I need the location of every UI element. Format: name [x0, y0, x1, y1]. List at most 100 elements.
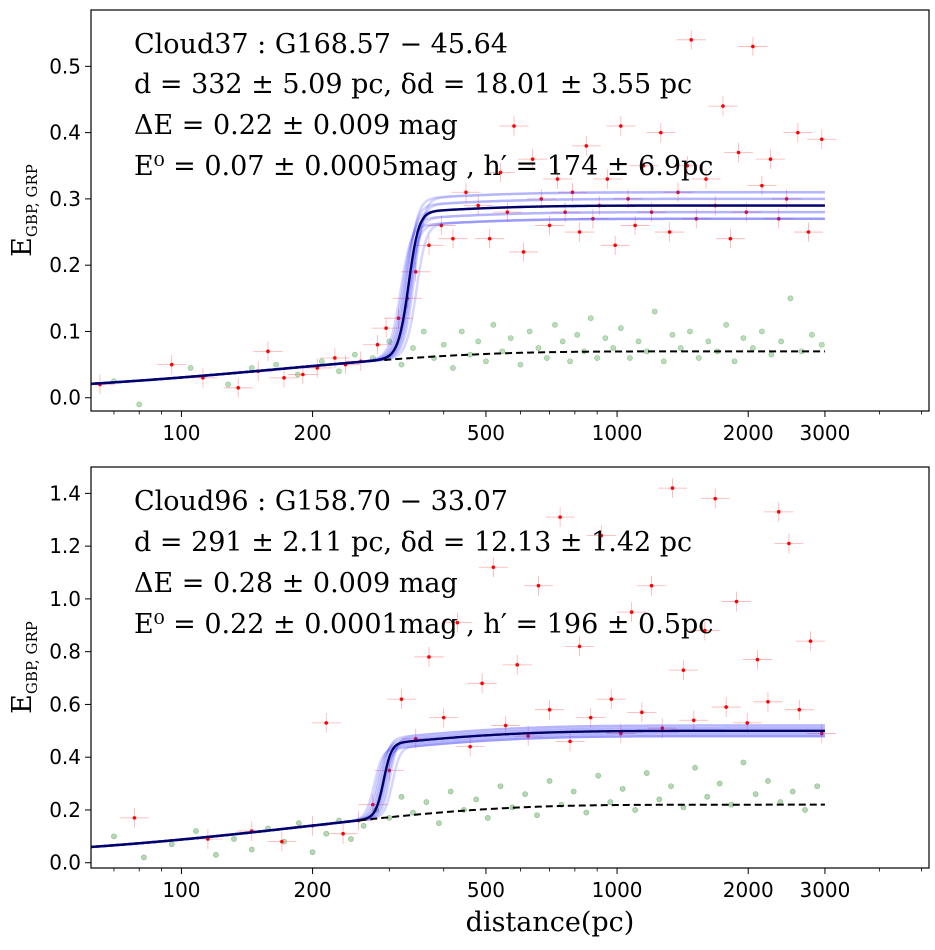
mcmc-model-curve	[91, 734, 825, 849]
y-tick-label: 0.1	[49, 319, 81, 343]
fit-annotation-line: d = 332 ± 5.09 pc, δd = 18.01 ± 3.55 pc	[134, 69, 692, 100]
x-tick-label: 1000	[592, 421, 643, 445]
foreground-star-point	[315, 366, 320, 370]
mcmc-model-curve	[91, 732, 825, 849]
x-tick-label: 3000	[799, 421, 850, 445]
background-star-point	[768, 351, 775, 358]
foreground-star-point	[387, 768, 392, 773]
foreground-star-point	[776, 216, 781, 221]
best-fit-model-curve	[91, 729, 825, 849]
foreground-star-point	[547, 707, 552, 712]
foreground-star-point	[441, 715, 446, 720]
foreground-star-point	[439, 223, 444, 228]
background-star-point	[187, 365, 194, 371]
foreground-star-point	[451, 236, 455, 241]
x-tick-label: 2000	[723, 878, 774, 902]
fit-annotation-line: E⁰ = 0.07 ± 0.0005mag , h′ = 174 ± 6.9pc	[134, 151, 713, 182]
foreground-star-point	[689, 38, 694, 42]
foreground-star-point	[324, 721, 329, 725]
background-model-curve	[384, 350, 825, 361]
foreground-star-point	[503, 723, 508, 728]
plot-area	[91, 30, 837, 408]
x-tick-label: 500	[467, 878, 505, 902]
x-tick-label: 500	[467, 421, 505, 445]
y-tick-label: 1.4	[49, 481, 81, 505]
foreground-star-point	[721, 104, 725, 108]
background-star-point	[731, 358, 738, 365]
x-tick-label: 200	[293, 878, 331, 902]
foreground-star-point	[676, 190, 680, 195]
foreground-star-point	[808, 639, 813, 643]
mcmc-model-curve	[91, 726, 825, 849]
foreground-star-point	[660, 726, 665, 730]
foreground-star-point	[468, 744, 472, 749]
background-star-point	[617, 325, 624, 332]
background-star-point	[808, 331, 815, 338]
background-star-point	[522, 791, 529, 798]
foreground-star-point	[599, 533, 604, 538]
foreground-star-point	[649, 583, 654, 588]
foreground-star-point	[760, 183, 764, 188]
background-star-point	[635, 338, 642, 345]
background-star-point	[497, 783, 504, 790]
background-star-point	[595, 772, 602, 779]
background-star-point	[318, 358, 325, 365]
x-tick-label: 2000	[723, 421, 774, 445]
background-star-point	[778, 338, 785, 345]
foreground-star-point	[806, 230, 811, 234]
y-tick-label: 0.6	[49, 692, 81, 716]
background-star-point	[802, 807, 808, 813]
foreground-star-point	[736, 150, 741, 155]
mcmc-model-curve	[91, 191, 825, 386]
background-star-point	[225, 381, 232, 388]
background-star-point	[447, 788, 454, 795]
foreground-star-point	[691, 718, 696, 723]
x-tick-label: 200	[293, 421, 331, 445]
cloud96-panel: 0.0 0.2 0.4 0.6 0.8 1.0 1.2 1.4 100 200 500 1000 200…	[7, 466, 930, 938]
foreground-star-point	[476, 203, 481, 208]
mcmc-model-curve	[91, 191, 825, 386]
foreground-star-point	[280, 839, 284, 844]
background-star-point	[484, 814, 491, 821]
mcmc-model-curve	[91, 210, 825, 386]
mcmc-model-curve	[91, 210, 825, 386]
y-tick-label: 0.5	[49, 54, 81, 78]
background-star-point	[398, 793, 405, 800]
y-tick-label: 0.8	[49, 640, 81, 664]
background-star-point	[765, 778, 771, 784]
background-star-point	[695, 355, 702, 361]
background-star-point	[559, 338, 566, 345]
y-axis-label: EGBP, GRP	[7, 164, 41, 257]
mcmc-model-curve	[91, 729, 825, 849]
y-tick-label: 0.4	[49, 121, 81, 145]
y-tick-label: 1.0	[49, 587, 81, 611]
foreground-star-point	[498, 170, 503, 175]
background-star-point	[660, 358, 667, 365]
background-star-point	[248, 365, 255, 371]
background-star-point	[594, 355, 601, 361]
y-tick-label: 0.0	[49, 386, 81, 410]
background-star-point	[587, 315, 594, 322]
foreground-star-point	[819, 137, 824, 142]
foreground-star-point	[685, 163, 690, 168]
foreground-star-point	[591, 216, 595, 221]
foreground-star-point	[521, 250, 526, 254]
foreground-star-point	[619, 731, 623, 736]
y-axis-label: EGBP, GRP	[7, 621, 41, 714]
background-star-point	[231, 836, 237, 842]
foreground-star-point	[236, 386, 241, 390]
foreground-star-point	[375, 342, 380, 347]
background-star-point	[483, 358, 489, 365]
background-star-point	[626, 355, 633, 361]
background-star-point	[351, 351, 358, 358]
background-star-point	[610, 345, 617, 351]
background-star-point	[656, 796, 663, 803]
background-star-point	[473, 796, 480, 803]
x-tick-label: 3000	[799, 878, 850, 902]
foreground-star-point	[333, 356, 337, 360]
background-star-point	[336, 368, 342, 375]
foreground-star-point	[776, 510, 781, 514]
background-star-point	[450, 365, 456, 371]
foreground-star-point	[734, 599, 739, 604]
y-tick-label: 0.3	[49, 187, 81, 211]
